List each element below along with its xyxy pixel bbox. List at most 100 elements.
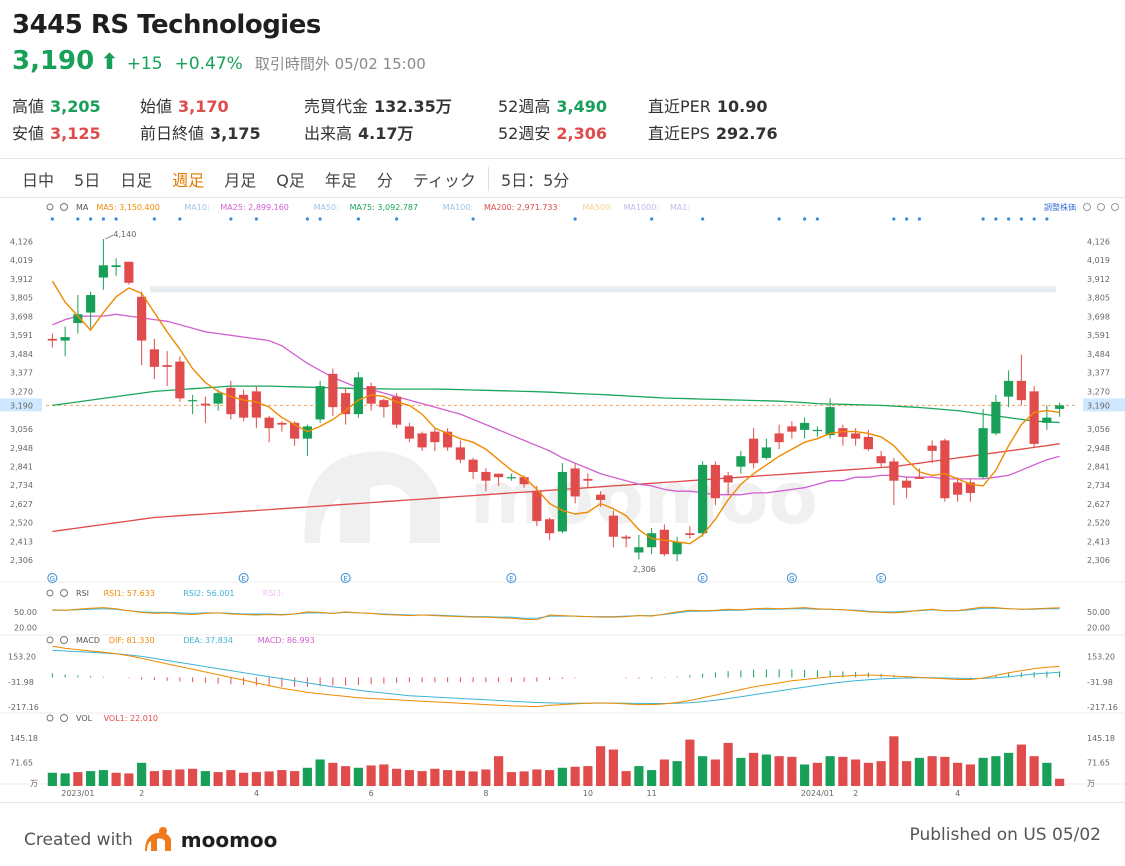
tab-5day[interactable]: 5日 [74, 171, 101, 190]
volume-bar [315, 759, 325, 786]
volume-bar [277, 770, 287, 786]
y-axis-tick-left: 3,484 [10, 350, 33, 359]
candle-body [1055, 405, 1065, 409]
event-dot [395, 217, 399, 221]
x-axis-label: 2 [853, 789, 858, 798]
current-price-tag-right [1083, 398, 1125, 412]
dea-line [52, 649, 1060, 704]
event-marker-label: E [343, 575, 347, 583]
tab-tick[interactable]: ティック [412, 171, 476, 190]
candle-body [60, 337, 70, 341]
candle-body [621, 536, 631, 539]
candle-body [149, 349, 159, 367]
x-axis-label: 2023/01 [61, 789, 94, 798]
x-axis-label: 4 [955, 789, 960, 798]
y-axis-tick-left: 3,056 [10, 425, 33, 434]
tab-daily[interactable]: 日足 [120, 171, 153, 190]
volume-bar [634, 766, 644, 786]
volume-bar [506, 772, 516, 786]
candle-body [672, 541, 682, 555]
tab-weekly[interactable]: 週足 [172, 171, 205, 190]
candle-body [596, 494, 606, 500]
volume-bar [341, 766, 351, 786]
volume-bar [787, 756, 797, 786]
current-price-tag-left [0, 398, 42, 412]
annotation-high: 4,140 [113, 230, 136, 239]
candle-body [991, 401, 1001, 434]
stock-chart[interactable]: 4,126 4,126 4,019 4,019 3,912 3,912 3,805 3,805… [0, 198, 1125, 800]
event-marker-label: E [241, 575, 245, 583]
candle-body [328, 373, 338, 408]
event-marker-icon [47, 573, 58, 583]
event-dot [892, 217, 896, 221]
macd-tick-left: -217.16 [8, 703, 39, 712]
y-axis-tick-left: 3,912 [10, 275, 33, 284]
stat-52w-high: 52週高 3,490 [498, 97, 607, 116]
rsi-tick-right: 20.00 [1087, 624, 1110, 633]
volume-bar [800, 764, 810, 786]
event-dot [905, 217, 909, 221]
volume-bar [443, 770, 453, 786]
volume-bar [583, 766, 593, 786]
volume-bar [659, 759, 669, 786]
highlight-band [150, 286, 1056, 293]
divider [0, 158, 1125, 159]
volume-bar [162, 770, 172, 786]
last-price: 3,190 [12, 46, 95, 76]
tab-quarterly[interactable]: Q足 [276, 171, 305, 190]
volume-bar [188, 768, 198, 786]
rsi-legend-item: RSI [76, 589, 89, 598]
volume-bar [761, 754, 771, 786]
y-axis-tick-left: 3,270 [10, 387, 33, 396]
event-dot [803, 217, 807, 221]
event-marker-label: E [509, 575, 513, 583]
adjust-price-toggle: 調整株価 [1044, 202, 1076, 212]
candle-body [634, 547, 644, 553]
volume-bar [290, 771, 300, 786]
ma-legend-item: MA [76, 203, 89, 212]
volume-bar [532, 769, 542, 786]
event-dot [701, 217, 705, 221]
y-axis-tick-left: 3,591 [10, 331, 33, 340]
up-arrow-icon: ⬆ [100, 50, 119, 75]
candle-body [647, 533, 657, 548]
candle-body [787, 426, 797, 432]
ma75-line [52, 385, 1060, 424]
tab-separator [487, 167, 489, 191]
candle-body [570, 468, 580, 497]
event-dot [356, 217, 360, 221]
event-dot [178, 217, 182, 221]
annotation-leader [105, 234, 114, 240]
tab-intraday[interactable]: 日中 [22, 171, 55, 190]
tab-5day-5min[interactable]: 5日：5分 [500, 171, 570, 190]
stat-low: 安値 3,125 [12, 124, 101, 143]
candle-body [532, 491, 542, 521]
candle-body [468, 459, 478, 472]
tab-yearly[interactable]: 年足 [324, 171, 357, 190]
vol-tick-right: 71.65 [1087, 758, 1110, 767]
ma-legend-item: MA25: 2,899.160 [220, 203, 289, 212]
candle-body [889, 461, 899, 481]
event-marker-label: G [50, 575, 55, 583]
volume-bar [812, 762, 822, 786]
y-axis-tick-left: 3,377 [10, 369, 33, 378]
volume-bar [60, 773, 70, 786]
event-dot [777, 217, 781, 221]
candle-body [239, 394, 249, 418]
y-axis-tick-left: 4,126 [10, 237, 33, 246]
macd-tick-left: -31.98 [8, 678, 34, 687]
macd-tick-left: 153.20 [8, 653, 36, 662]
candle-body [137, 296, 147, 341]
stat-high: 高値 3,205 [12, 97, 101, 116]
stat-volume: 出来高 4.17万 [304, 124, 414, 143]
volume-bar [200, 771, 210, 786]
event-marker-icon [876, 573, 887, 583]
tab-monthly[interactable]: 月足 [224, 171, 257, 190]
volume-bar [940, 756, 950, 786]
volume-bar [825, 756, 835, 786]
published-info: Published on US 05/02 [909, 825, 1101, 845]
rsi-legend-item: RSI1: 57.633 [104, 589, 155, 598]
x-axis-label: 2024/01 [801, 789, 834, 798]
volume-bar [417, 771, 427, 786]
tab-minute[interactable]: 分 [376, 171, 393, 190]
